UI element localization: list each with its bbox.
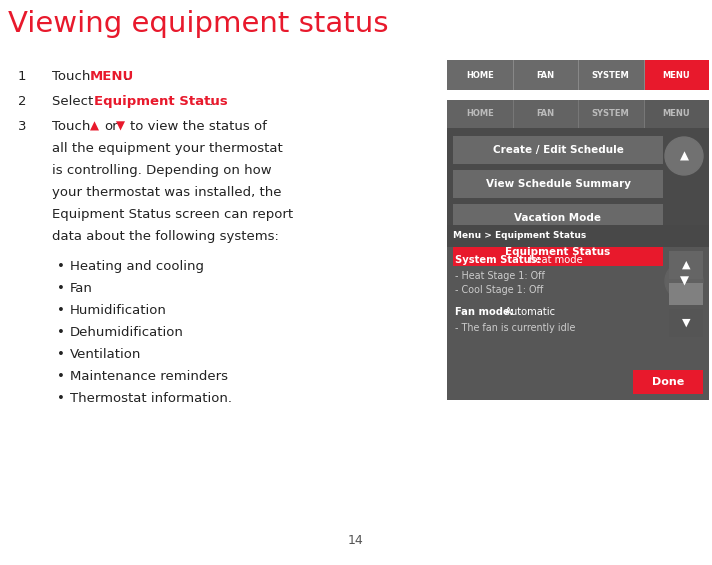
Text: Fan mode:: Fan mode:: [455, 307, 514, 317]
Text: - The fan is currently idle: - The fan is currently idle: [455, 323, 575, 333]
Text: or: or: [104, 120, 117, 133]
Text: data about the following systems:: data about the following systems:: [52, 230, 279, 243]
Text: Menu > Equipment Status: Menu > Equipment Status: [453, 232, 586, 241]
Bar: [669, 309, 703, 337]
Text: •: •: [57, 348, 65, 361]
Bar: [453, 238, 663, 266]
Bar: [578, 60, 644, 90]
Text: FAN: FAN: [536, 110, 555, 119]
Text: ▼: ▼: [682, 318, 690, 328]
Bar: [578, 100, 644, 128]
Text: HOME: HOME: [466, 110, 493, 119]
Bar: [669, 251, 703, 279]
Text: Equipment Status: Equipment Status: [506, 247, 611, 257]
Bar: [644, 60, 709, 90]
Text: ▲: ▲: [90, 120, 99, 133]
Bar: [669, 283, 703, 305]
Text: Heating and cooling: Heating and cooling: [70, 260, 204, 273]
Text: •: •: [57, 392, 65, 405]
Text: ▼: ▼: [116, 120, 125, 133]
Text: SYSTEM: SYSTEM: [592, 110, 629, 119]
Text: - Cool Stage 1: Off: - Cool Stage 1: Off: [455, 285, 543, 295]
Bar: [513, 100, 578, 128]
Bar: [453, 204, 663, 232]
Circle shape: [665, 137, 703, 175]
Text: Touch: Touch: [52, 120, 95, 133]
Text: - Heat Stage 1: Off: - Heat Stage 1: Off: [455, 271, 545, 281]
Text: 1: 1: [18, 70, 26, 83]
Text: •: •: [57, 304, 65, 317]
Text: •: •: [57, 282, 65, 295]
Text: Humidification: Humidification: [70, 304, 167, 317]
Text: •: •: [57, 370, 65, 383]
Text: MENU: MENU: [662, 110, 690, 119]
Text: Touch: Touch: [52, 70, 95, 83]
Text: your thermostat was installed, the: your thermostat was installed, the: [52, 186, 281, 199]
Text: 14: 14: [348, 534, 364, 547]
Text: MENU: MENU: [90, 70, 135, 83]
Text: Create / Edit Schedule: Create / Edit Schedule: [493, 145, 624, 155]
Text: ▼: ▼: [679, 275, 689, 288]
Text: •: •: [57, 260, 65, 273]
Text: Thermostat information.: Thermostat information.: [70, 392, 232, 405]
Text: .: .: [209, 95, 213, 108]
Text: Done: Done: [652, 377, 684, 387]
Bar: [447, 225, 709, 247]
Bar: [513, 60, 578, 90]
Text: Viewing equipment status: Viewing equipment status: [8, 10, 389, 38]
Text: 3: 3: [18, 120, 26, 133]
Bar: [447, 100, 513, 128]
Text: to view the status of: to view the status of: [130, 120, 267, 133]
Text: Dehumidification: Dehumidification: [70, 326, 184, 339]
Text: Maintenance reminders: Maintenance reminders: [70, 370, 228, 383]
Text: is controlling. Depending on how: is controlling. Depending on how: [52, 164, 271, 177]
Bar: [447, 100, 709, 300]
Text: Ventilation: Ventilation: [70, 348, 142, 361]
Text: 2: 2: [18, 95, 26, 108]
Bar: [453, 170, 663, 198]
Text: Equipment Status: Equipment Status: [94, 95, 228, 108]
Text: Fan: Fan: [70, 282, 93, 295]
Text: •: •: [57, 326, 65, 339]
Text: Vacation Mode: Vacation Mode: [515, 213, 602, 223]
Text: Equipment Status screen can report: Equipment Status screen can report: [52, 208, 293, 221]
Bar: [447, 225, 709, 400]
Bar: [453, 136, 663, 164]
Text: View Schedule Summary: View Schedule Summary: [486, 179, 631, 189]
Text: System Status:: System Status:: [455, 255, 540, 265]
Circle shape: [665, 262, 703, 300]
Bar: [578, 60, 579, 90]
Text: all the equipment your thermostat: all the equipment your thermostat: [52, 142, 283, 155]
Text: ▲: ▲: [682, 260, 690, 270]
Bar: [578, 100, 579, 128]
Text: Automatic: Automatic: [505, 307, 556, 317]
Bar: [447, 60, 709, 90]
Text: ▲: ▲: [679, 150, 689, 163]
Bar: [447, 60, 513, 90]
Text: heat mode: heat mode: [529, 255, 582, 265]
Text: Select: Select: [52, 95, 98, 108]
Text: MENU: MENU: [662, 71, 690, 80]
Bar: [644, 100, 709, 128]
Bar: [633, 370, 703, 394]
Text: FAN: FAN: [536, 71, 555, 80]
Text: SYSTEM: SYSTEM: [592, 71, 629, 80]
Text: HOME: HOME: [466, 71, 493, 80]
Text: .: .: [124, 70, 128, 83]
